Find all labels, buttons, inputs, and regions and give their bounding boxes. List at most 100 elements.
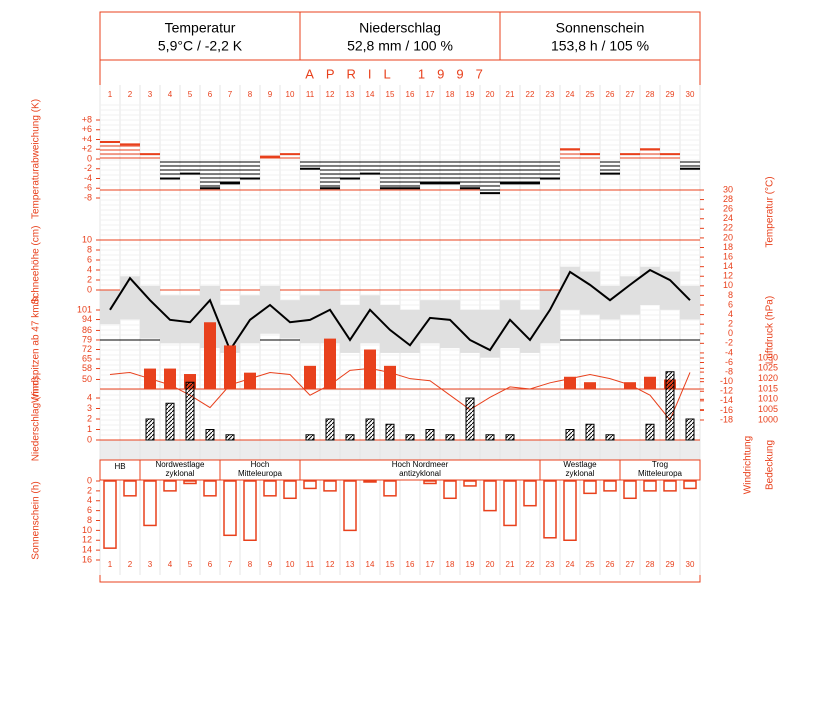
day-label: 18 [446, 90, 455, 99]
y-tick-label: 28 [723, 194, 733, 204]
sunshine-bar [123, 480, 137, 497]
axis-title: Sonnenschein (h) [31, 481, 42, 559]
anomaly-bar [140, 154, 160, 159]
y-tick-label: 1020 [758, 373, 778, 383]
day-label: 15 [386, 90, 395, 99]
day-label: 3 [148, 90, 153, 99]
day-label: 25 [586, 560, 595, 569]
weather-type [619, 459, 701, 481]
y-tick-label: -18 [720, 414, 733, 424]
day-label: 14 [366, 560, 375, 569]
y-tick-label: 1 [87, 424, 92, 434]
sunshine-bar [163, 480, 177, 492]
sunshine-bar [103, 480, 117, 549]
month-title: APRIL 1997 [305, 66, 495, 81]
temp-range [600, 285, 620, 320]
weather-type-label: zyklonal [166, 469, 195, 478]
anomaly-bar [400, 159, 420, 189]
sunshine-bar [143, 480, 157, 527]
temp-range [120, 276, 140, 320]
anomaly-bar [300, 159, 320, 169]
weather-type-label: HB [114, 462, 125, 471]
sunshine-bar [423, 480, 437, 485]
y-tick-label: 8 [728, 290, 733, 300]
day-label: 11 [306, 90, 315, 99]
day-label: 1 [108, 560, 113, 569]
y-tick-label: 4 [728, 309, 733, 319]
day-label: 28 [646, 90, 655, 99]
temp-range [580, 271, 600, 315]
anomaly-bar [260, 156, 280, 159]
anomaly-bar [660, 154, 680, 159]
sunshine-bar [243, 480, 257, 541]
y-tick-label: -4 [725, 347, 733, 357]
y-tick-label: 2 [728, 319, 733, 329]
day-label: 12 [326, 560, 335, 569]
sunshine-bar [383, 480, 397, 497]
sunshine-bar [563, 480, 577, 541]
day-label: 19 [466, 560, 475, 569]
y-tick-label: 1025 [758, 363, 778, 373]
y-tick-label: 1000 [758, 414, 778, 424]
y-tick-label: 86 [82, 325, 92, 335]
precip-bar [165, 402, 175, 441]
anomaly-bar [480, 159, 500, 194]
day-label: 29 [666, 90, 675, 99]
temp-range [660, 271, 680, 310]
day-label: 12 [326, 90, 335, 99]
day-label: 2 [128, 560, 133, 569]
y-tick-label: 4 [87, 264, 92, 274]
day-label: 30 [686, 90, 695, 99]
day-label: 10 [286, 560, 295, 569]
precip-bar [485, 434, 495, 441]
temp-range [680, 285, 700, 320]
precip-bar [405, 434, 415, 441]
y-tick-label: +6 [82, 124, 92, 134]
precip-bar [185, 381, 195, 441]
sunshine-bar [203, 480, 217, 497]
anomaly-bar [320, 159, 340, 189]
sunshine-bar [683, 480, 697, 490]
axis-title: Niederschlag (mm) [31, 377, 42, 461]
y-tick-label: 1005 [758, 404, 778, 414]
day-label: 5 [188, 560, 193, 569]
temp-range [640, 266, 660, 305]
sunshine-bar [303, 480, 317, 490]
sunshine-bar [583, 480, 597, 495]
y-tick-label: 0 [87, 475, 92, 485]
day-label: 6 [208, 90, 213, 99]
y-tick-label: 26 [723, 204, 733, 214]
precip-bar [385, 423, 395, 441]
precip-bar [325, 418, 335, 441]
y-tick-label: 12 [82, 535, 92, 545]
y-tick-label: 94 [82, 314, 92, 324]
y-tick-label: 30 [723, 184, 733, 194]
weather-type-label: Nordwestlage [156, 460, 205, 469]
day-label: 4 [168, 560, 173, 569]
anomaly-bar [600, 159, 620, 174]
day-label: 16 [406, 90, 415, 99]
temp-range [420, 300, 440, 344]
y-tick-label: -4 [84, 173, 92, 183]
sunshine-bar [323, 480, 337, 492]
day-label: 23 [546, 90, 555, 99]
sunshine-bar [483, 480, 497, 512]
day-label: 3 [148, 560, 153, 569]
pressure-line [109, 367, 691, 421]
y-tick-label: 14 [723, 261, 733, 271]
y-tick-label: 1010 [758, 394, 778, 404]
y-tick-label: 10 [82, 234, 92, 244]
day-label: 29 [666, 560, 675, 569]
day-label: 18 [446, 560, 455, 569]
precip-bar [365, 418, 375, 441]
axis-title: Temperaturabweichung (K) [31, 99, 42, 219]
anomaly-bar [340, 159, 360, 179]
y-tick-label: -8 [725, 366, 733, 376]
wind-bar [364, 349, 376, 389]
y-tick-label: 50 [82, 374, 92, 384]
anomaly-bar [200, 159, 220, 189]
precip-bar [465, 397, 475, 441]
axis-title: Schneehöhe (cm) [31, 226, 42, 305]
wind-bar [224, 345, 236, 389]
